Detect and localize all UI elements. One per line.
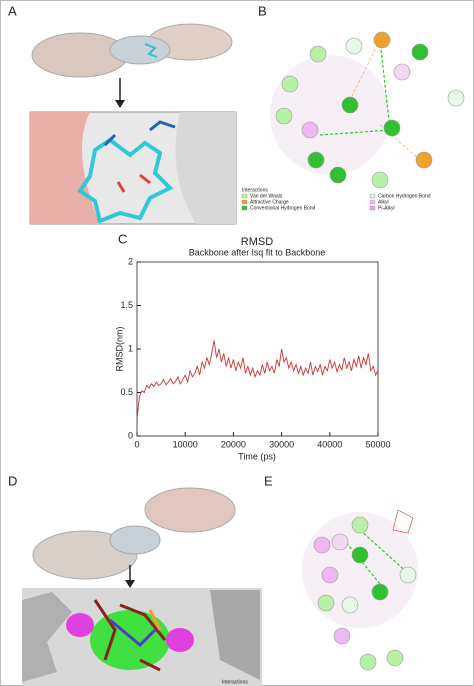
x-tick-label: 20000 [221, 439, 246, 449]
legend-label: Pi-Alkyl [378, 205, 395, 211]
legend-swatch [369, 193, 376, 199]
y-tick-label: 0.5 [120, 387, 133, 397]
y-axis-label: RMSD(nm) [114, 327, 124, 372]
panel-label: B [258, 3, 267, 18]
x-tick-label: 50000 [365, 439, 390, 449]
x-tick-label: 10000 [173, 439, 198, 449]
legend-label: Alkyl [378, 199, 389, 205]
chart-subtitle: Backbone after lsq fit to Backbone [189, 247, 326, 257]
legend-label: Carbon Hydrogen Bond [378, 193, 431, 199]
x-tick-label: 30000 [269, 439, 294, 449]
panel-d-legend: Interactions [222, 679, 248, 685]
panel-label: E [264, 473, 273, 488]
x-tick-label: 0 [134, 439, 139, 449]
panel-d-art [22, 487, 262, 686]
legend-title: Interactions [242, 187, 268, 193]
x-tick-label: 40000 [317, 439, 342, 449]
chart-title: RMSD [241, 236, 273, 248]
rmsd-line [136, 340, 379, 419]
panel-label: C [118, 231, 127, 246]
y-tick-label: 2 [128, 256, 133, 266]
panel-label: D [8, 473, 17, 488]
x-axis-label: Time (ps) [238, 451, 276, 461]
legend-label: Conventional Hydrogen Bond [250, 205, 316, 211]
legend-swatch [241, 199, 248, 205]
legend-swatch [369, 199, 376, 205]
y-tick-label: 0 [128, 430, 133, 440]
legend-swatch [241, 193, 248, 199]
panel-b-art [270, 31, 465, 189]
panel-e-art [302, 509, 418, 671]
legend-label: Van der Waals [250, 193, 283, 199]
plot-frame [136, 261, 379, 437]
y-tick-label: 1.5 [120, 300, 133, 310]
y-tick-label: 1 [128, 343, 133, 353]
legend-swatch [369, 205, 376, 211]
legend-swatch [241, 205, 248, 211]
panel-label: A [8, 3, 17, 18]
panel-a-art [29, 23, 237, 225]
legend-label: Attractive Charge [250, 199, 289, 205]
